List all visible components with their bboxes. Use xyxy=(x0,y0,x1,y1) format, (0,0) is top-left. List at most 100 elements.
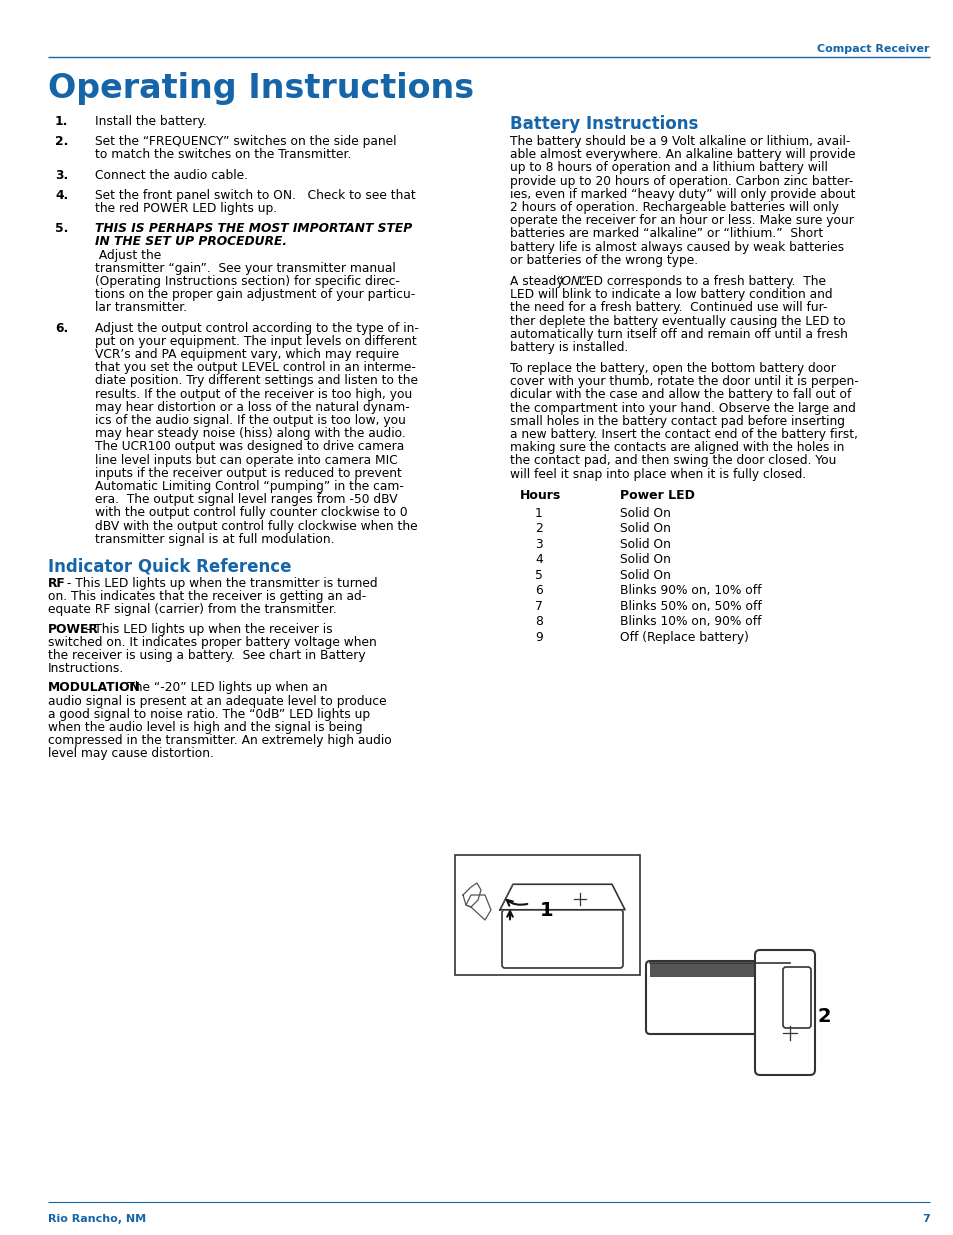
Text: - This LED lights up when the receiver is: - This LED lights up when the receiver i… xyxy=(82,622,333,636)
Text: the contact pad, and then swing the door closed. You: the contact pad, and then swing the door… xyxy=(510,454,836,467)
Text: 9: 9 xyxy=(535,631,542,643)
Bar xyxy=(455,855,639,974)
Text: 1: 1 xyxy=(539,900,553,920)
Text: Adjust the: Adjust the xyxy=(95,248,161,262)
Text: A steady: A steady xyxy=(510,275,567,288)
Text: Adjust the output control according to the type of in-: Adjust the output control according to t… xyxy=(95,321,418,335)
Text: the red POWER LED lights up.: the red POWER LED lights up. xyxy=(95,203,276,215)
Text: 4: 4 xyxy=(535,553,542,567)
Text: level may cause distortion.: level may cause distortion. xyxy=(48,747,213,761)
Text: The UCR100 output was designed to drive camera: The UCR100 output was designed to drive … xyxy=(95,441,404,453)
FancyBboxPatch shape xyxy=(501,910,622,968)
Text: Connect the audio cable.: Connect the audio cable. xyxy=(95,169,248,182)
Text: ther deplete the battery eventually causing the LED to: ther deplete the battery eventually caus… xyxy=(510,315,844,327)
Text: up to 8 hours of operation and a lithium battery will: up to 8 hours of operation and a lithium… xyxy=(510,162,827,174)
Text: results. If the output of the receiver is too high, you: results. If the output of the receiver i… xyxy=(95,388,412,400)
Text: Automatic Limiting Control “pumping” in the cam-: Automatic Limiting Control “pumping” in … xyxy=(95,480,403,493)
FancyBboxPatch shape xyxy=(754,950,814,1074)
Text: the receiver is using a battery.  See chart in Battery: the receiver is using a battery. See cha… xyxy=(48,650,365,662)
Text: Blinks 50% on, 50% off: Blinks 50% on, 50% off xyxy=(619,600,760,613)
Text: 8: 8 xyxy=(535,615,542,629)
Circle shape xyxy=(570,889,588,908)
Text: automatically turn itself off and remain off until a fresh: automatically turn itself off and remain… xyxy=(510,327,847,341)
Polygon shape xyxy=(499,884,624,910)
Text: dBV with the output control fully clockwise when the: dBV with the output control fully clockw… xyxy=(95,520,417,532)
Text: or batteries of the wrong type.: or batteries of the wrong type. xyxy=(510,254,698,267)
Text: 1.: 1. xyxy=(55,115,69,128)
Text: ies, even if marked “heavy duty” will only provide about: ies, even if marked “heavy duty” will on… xyxy=(510,188,855,201)
Text: Operating Instructions: Operating Instructions xyxy=(48,72,474,105)
Text: may hear distortion or a loss of the natural dynam-: may hear distortion or a loss of the nat… xyxy=(95,401,410,414)
FancyBboxPatch shape xyxy=(782,967,810,1028)
Polygon shape xyxy=(465,895,491,920)
Text: Set the “FREQUENCY” switches on the side panel: Set the “FREQUENCY” switches on the side… xyxy=(95,135,396,148)
Text: The battery should be a 9 Volt alkaline or lithium, avail-: The battery should be a 9 Volt alkaline … xyxy=(510,135,849,148)
Text: Off (Replace battery): Off (Replace battery) xyxy=(619,631,748,643)
Text: THIS IS PERHAPS THE MOST IMPORTANT STEP: THIS IS PERHAPS THE MOST IMPORTANT STEP xyxy=(95,222,412,235)
Circle shape xyxy=(677,999,692,1015)
Text: LED corresponds to a fresh battery.  The: LED corresponds to a fresh battery. The xyxy=(574,275,824,288)
Text: 2: 2 xyxy=(817,1007,831,1026)
Text: small holes in the battery contact pad before inserting: small holes in the battery contact pad b… xyxy=(510,415,844,427)
Text: Rio Rancho, NM: Rio Rancho, NM xyxy=(48,1214,146,1224)
Text: audio signal is present at an adequate level to produce: audio signal is present at an adequate l… xyxy=(48,694,386,708)
Text: MODULATION: MODULATION xyxy=(48,682,141,694)
Text: inputs if the receiver output is reduced to prevent: inputs if the receiver output is reduced… xyxy=(95,467,401,480)
Text: 5: 5 xyxy=(535,569,542,582)
Text: “ON”: “ON” xyxy=(555,275,586,288)
Text: 2: 2 xyxy=(535,522,542,535)
Text: IN THE SET UP PROCEDURE.: IN THE SET UP PROCEDURE. xyxy=(95,236,287,248)
Text: cover with your thumb, rotate the door until it is perpen-: cover with your thumb, rotate the door u… xyxy=(510,375,858,388)
Bar xyxy=(649,963,789,977)
Text: tions on the proper gain adjustment of your particu-: tions on the proper gain adjustment of y… xyxy=(95,288,415,301)
Text: battery is installed.: battery is installed. xyxy=(510,341,628,354)
Text: that you set the output LEVEL control in an interme-: that you set the output LEVEL control in… xyxy=(95,361,416,374)
Text: (Operating Instructions section) for specific direc-: (Operating Instructions section) for spe… xyxy=(95,275,399,288)
Polygon shape xyxy=(462,883,480,906)
Text: the compartment into your hand. Observe the large and: the compartment into your hand. Observe … xyxy=(510,401,855,415)
Text: Solid On: Solid On xyxy=(619,569,670,582)
Text: Solid On: Solid On xyxy=(619,522,670,535)
Text: batteries are marked “alkaline” or “lithium.”  Short: batteries are marked “alkaline” or “lith… xyxy=(510,227,822,241)
Text: the need for a fresh battery.  Continued use will fur-: the need for a fresh battery. Continued … xyxy=(510,301,826,315)
Text: dicular with the case and allow the battery to fall out of: dicular with the case and allow the batt… xyxy=(510,389,850,401)
Text: 2.: 2. xyxy=(55,135,69,148)
Text: Instructions.: Instructions. xyxy=(48,662,124,676)
Text: Indicator Quick Reference: Indicator Quick Reference xyxy=(48,557,292,576)
Text: era.  The output signal level ranges from -50 dBV: era. The output signal level ranges from… xyxy=(95,493,397,506)
Text: 2 hours of operation. Rechargeable batteries will only: 2 hours of operation. Rechargeable batte… xyxy=(510,201,838,214)
Text: operate the receiver for an hour or less. Make sure your: operate the receiver for an hour or less… xyxy=(510,214,853,227)
Text: 3: 3 xyxy=(535,537,542,551)
Text: RF: RF xyxy=(48,577,66,590)
Text: To replace the battery, open the bottom battery door: To replace the battery, open the bottom … xyxy=(510,362,835,375)
Text: Solid On: Solid On xyxy=(619,537,670,551)
Circle shape xyxy=(780,1024,800,1044)
Text: when the audio level is high and the signal is being: when the audio level is high and the sig… xyxy=(48,721,362,734)
Text: - This LED lights up when the transmitter is turned: - This LED lights up when the transmitte… xyxy=(63,577,377,590)
Text: able almost everywhere. An alkaline battery will provide: able almost everywhere. An alkaline batt… xyxy=(510,148,855,162)
Text: on. This indicates that the receiver is getting an ad-: on. This indicates that the receiver is … xyxy=(48,590,366,603)
Text: transmitter signal is at full modulation.: transmitter signal is at full modulation… xyxy=(95,532,335,546)
Text: provide up to 20 hours of operation. Carbon zinc batter-: provide up to 20 hours of operation. Car… xyxy=(510,174,852,188)
Text: put on your equipment. The input levels on different: put on your equipment. The input levels … xyxy=(95,335,416,348)
Text: to match the switches on the Transmitter.: to match the switches on the Transmitter… xyxy=(95,148,351,162)
Text: Install the battery.: Install the battery. xyxy=(95,115,207,128)
Text: Blinks 10% on, 90% off: Blinks 10% on, 90% off xyxy=(619,615,760,629)
Text: 7: 7 xyxy=(922,1214,929,1224)
Text: Compact Receiver: Compact Receiver xyxy=(817,44,929,54)
Text: may hear steady noise (hiss) along with the audio.: may hear steady noise (hiss) along with … xyxy=(95,427,405,440)
Text: 5.: 5. xyxy=(55,222,69,235)
Text: a new battery. Insert the contact end of the battery first,: a new battery. Insert the contact end of… xyxy=(510,429,857,441)
Text: 1: 1 xyxy=(535,506,542,520)
Text: transmitter “gain”.  See your transmitter manual: transmitter “gain”. See your transmitter… xyxy=(95,262,395,275)
Text: battery life is almost always caused by weak batteries: battery life is almost always caused by … xyxy=(510,241,843,253)
Text: - The “-20” LED lights up when an: - The “-20” LED lights up when an xyxy=(115,682,327,694)
Text: will feel it snap into place when it is fully closed.: will feel it snap into place when it is … xyxy=(510,468,805,480)
Text: Power LED: Power LED xyxy=(619,489,694,501)
Text: Solid On: Solid On xyxy=(619,506,670,520)
Text: with the output control fully counter clockwise to 0: with the output control fully counter cl… xyxy=(95,506,407,520)
Text: compressed in the transmitter. An extremely high audio: compressed in the transmitter. An extrem… xyxy=(48,734,392,747)
Text: a good signal to noise ratio. The “0dB” LED lights up: a good signal to noise ratio. The “0dB” … xyxy=(48,708,370,721)
Text: diate position. Try different settings and listen to the: diate position. Try different settings a… xyxy=(95,374,417,388)
Text: Blinks 90% on, 10% off: Blinks 90% on, 10% off xyxy=(619,584,760,598)
